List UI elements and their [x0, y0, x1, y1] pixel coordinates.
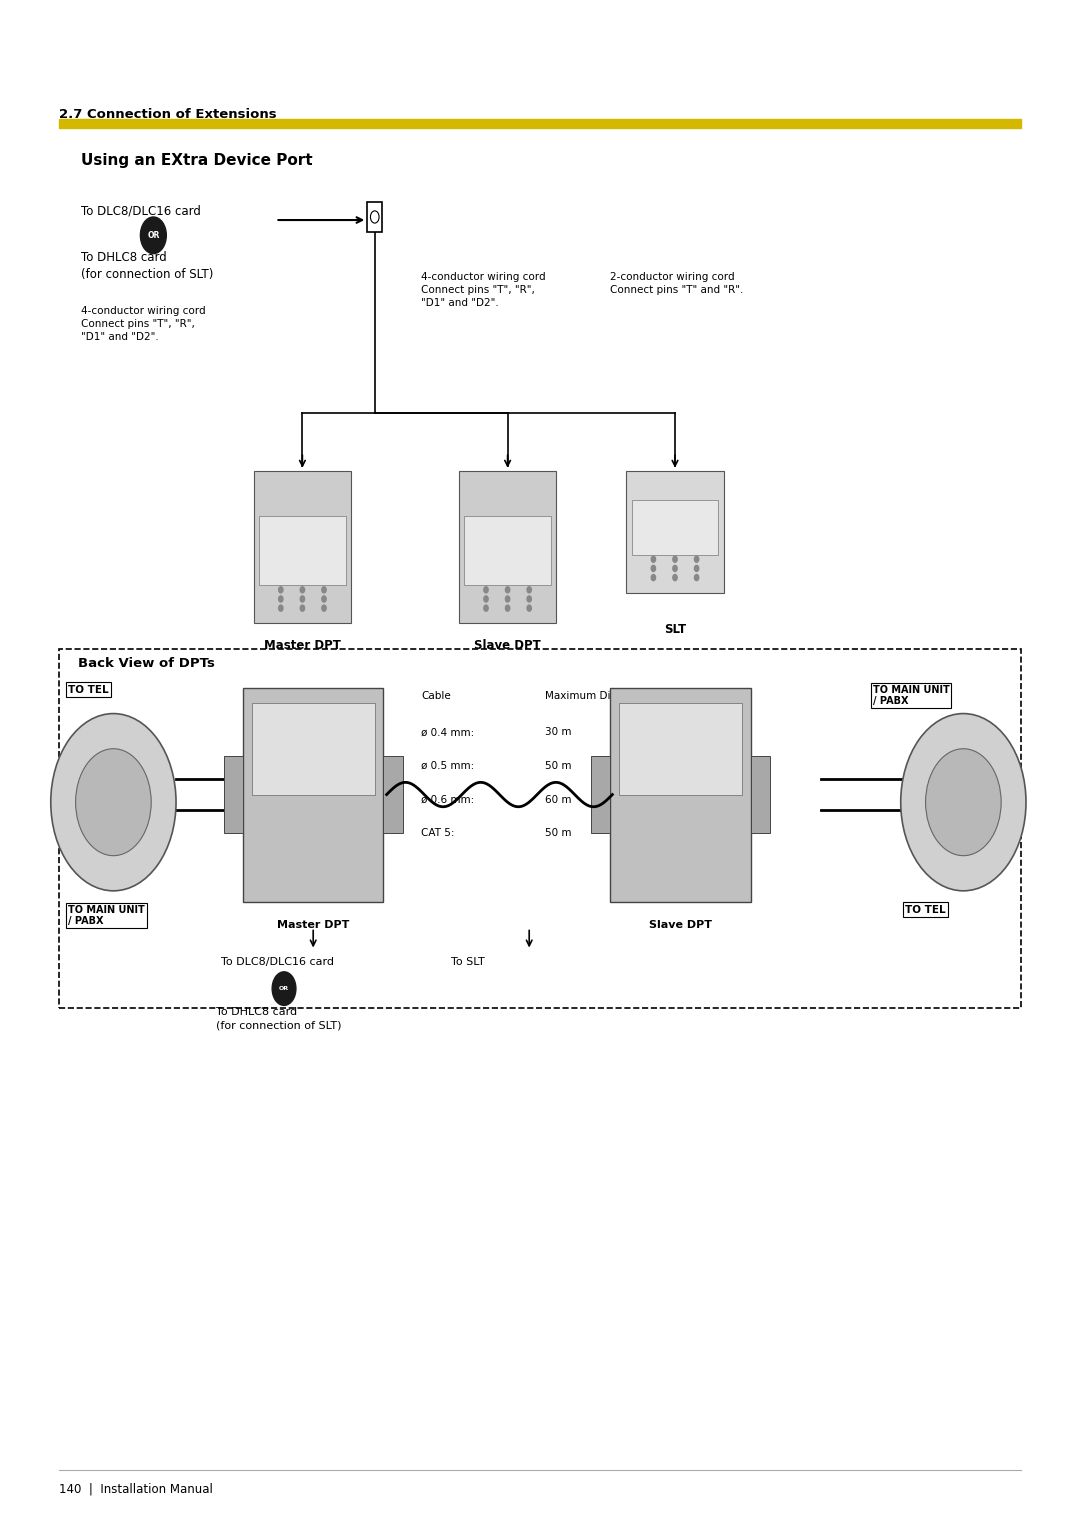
Circle shape	[272, 972, 296, 1005]
Circle shape	[926, 749, 1001, 856]
Text: OR: OR	[147, 231, 160, 240]
Bar	[610, 688, 751, 902]
Circle shape	[51, 714, 176, 891]
Circle shape	[279, 596, 283, 602]
Bar	[243, 688, 383, 902]
Circle shape	[673, 556, 677, 562]
Text: TO MAIN UNIT
/ PABX: TO MAIN UNIT / PABX	[873, 685, 949, 706]
Circle shape	[279, 605, 283, 611]
Circle shape	[300, 605, 305, 611]
Circle shape	[76, 749, 151, 856]
Text: TO TEL: TO TEL	[905, 905, 946, 915]
Bar	[367, 202, 382, 232]
Circle shape	[484, 587, 488, 593]
Bar	[626, 471, 724, 593]
Bar	[383, 756, 403, 833]
Text: Cable: Cable	[421, 691, 451, 701]
Circle shape	[300, 596, 305, 602]
Circle shape	[484, 596, 488, 602]
Circle shape	[300, 587, 305, 593]
Bar	[591, 756, 610, 833]
Bar	[751, 756, 770, 833]
Text: Using an EXtra Device Port: Using an EXtra Device Port	[81, 153, 312, 168]
Text: 2.7 Connection of Extensions: 2.7 Connection of Extensions	[59, 108, 278, 122]
Text: Maximum Distance: Maximum Distance	[545, 691, 646, 701]
Bar	[459, 471, 556, 623]
Text: 2-conductor wiring cord
Connect pins "T" and "R".: 2-conductor wiring cord Connect pins "T"…	[610, 272, 743, 295]
Circle shape	[279, 587, 283, 593]
Bar	[464, 516, 551, 585]
Text: 50 m: 50 m	[545, 761, 572, 772]
Bar	[252, 703, 375, 795]
Text: Back View of DPTs: Back View of DPTs	[78, 657, 215, 671]
Text: ø 0.5 mm:: ø 0.5 mm:	[421, 761, 474, 772]
Text: To DHLC8 card
(for connection of SLT): To DHLC8 card (for connection of SLT)	[81, 251, 214, 281]
Circle shape	[527, 596, 531, 602]
Text: Slave DPT: Slave DPT	[474, 639, 541, 652]
Text: ø 0.6 mm:: ø 0.6 mm:	[421, 795, 474, 805]
Text: CAT 5:: CAT 5:	[421, 828, 455, 839]
Text: 30 m: 30 m	[545, 727, 572, 738]
Text: 50 m: 50 m	[545, 828, 572, 839]
Circle shape	[322, 596, 326, 602]
Circle shape	[673, 575, 677, 581]
Bar	[224, 756, 243, 833]
Bar	[632, 500, 718, 555]
Circle shape	[322, 587, 326, 593]
Text: TO TEL: TO TEL	[68, 685, 109, 695]
Text: 4-conductor wiring cord
Connect pins "T", "R",
"D1" and "D2".: 4-conductor wiring cord Connect pins "T"…	[81, 306, 205, 342]
Circle shape	[651, 556, 656, 562]
Text: ø 0.4 mm:: ø 0.4 mm:	[421, 727, 474, 738]
Text: To DLC8/DLC16 card: To DLC8/DLC16 card	[81, 205, 201, 219]
Text: Master DPT: Master DPT	[264, 639, 341, 652]
Bar	[259, 516, 346, 585]
Circle shape	[505, 605, 510, 611]
Text: 140  |  Installation Manual: 140 | Installation Manual	[59, 1482, 213, 1496]
Bar	[254, 471, 351, 623]
Text: 60 m: 60 m	[545, 795, 572, 805]
Circle shape	[322, 605, 326, 611]
Circle shape	[527, 587, 531, 593]
Text: SLT: SLT	[664, 623, 686, 637]
Circle shape	[370, 211, 379, 223]
Circle shape	[527, 605, 531, 611]
Text: 4-conductor wiring cord
Connect pins "T", "R",
"D1" and "D2".: 4-conductor wiring cord Connect pins "T"…	[421, 272, 545, 309]
Circle shape	[651, 575, 656, 581]
Circle shape	[694, 575, 699, 581]
Circle shape	[505, 596, 510, 602]
Circle shape	[505, 587, 510, 593]
Text: TO MAIN UNIT
/ PABX: TO MAIN UNIT / PABX	[68, 905, 145, 926]
Circle shape	[673, 565, 677, 571]
Text: Slave DPT: Slave DPT	[649, 920, 712, 931]
Text: To SLT: To SLT	[451, 957, 485, 967]
Text: Master DPT: Master DPT	[276, 920, 350, 931]
Text: To DHLC8 card
(for connection of SLT): To DHLC8 card (for connection of SLT)	[216, 1007, 341, 1030]
Text: OR: OR	[279, 986, 289, 992]
Circle shape	[140, 217, 166, 254]
Circle shape	[651, 565, 656, 571]
Text: To DLC8/DLC16 card: To DLC8/DLC16 card	[221, 957, 335, 967]
Circle shape	[694, 556, 699, 562]
Circle shape	[484, 605, 488, 611]
Bar	[619, 703, 742, 795]
Circle shape	[901, 714, 1026, 891]
Circle shape	[694, 565, 699, 571]
Bar	[59, 119, 1021, 128]
